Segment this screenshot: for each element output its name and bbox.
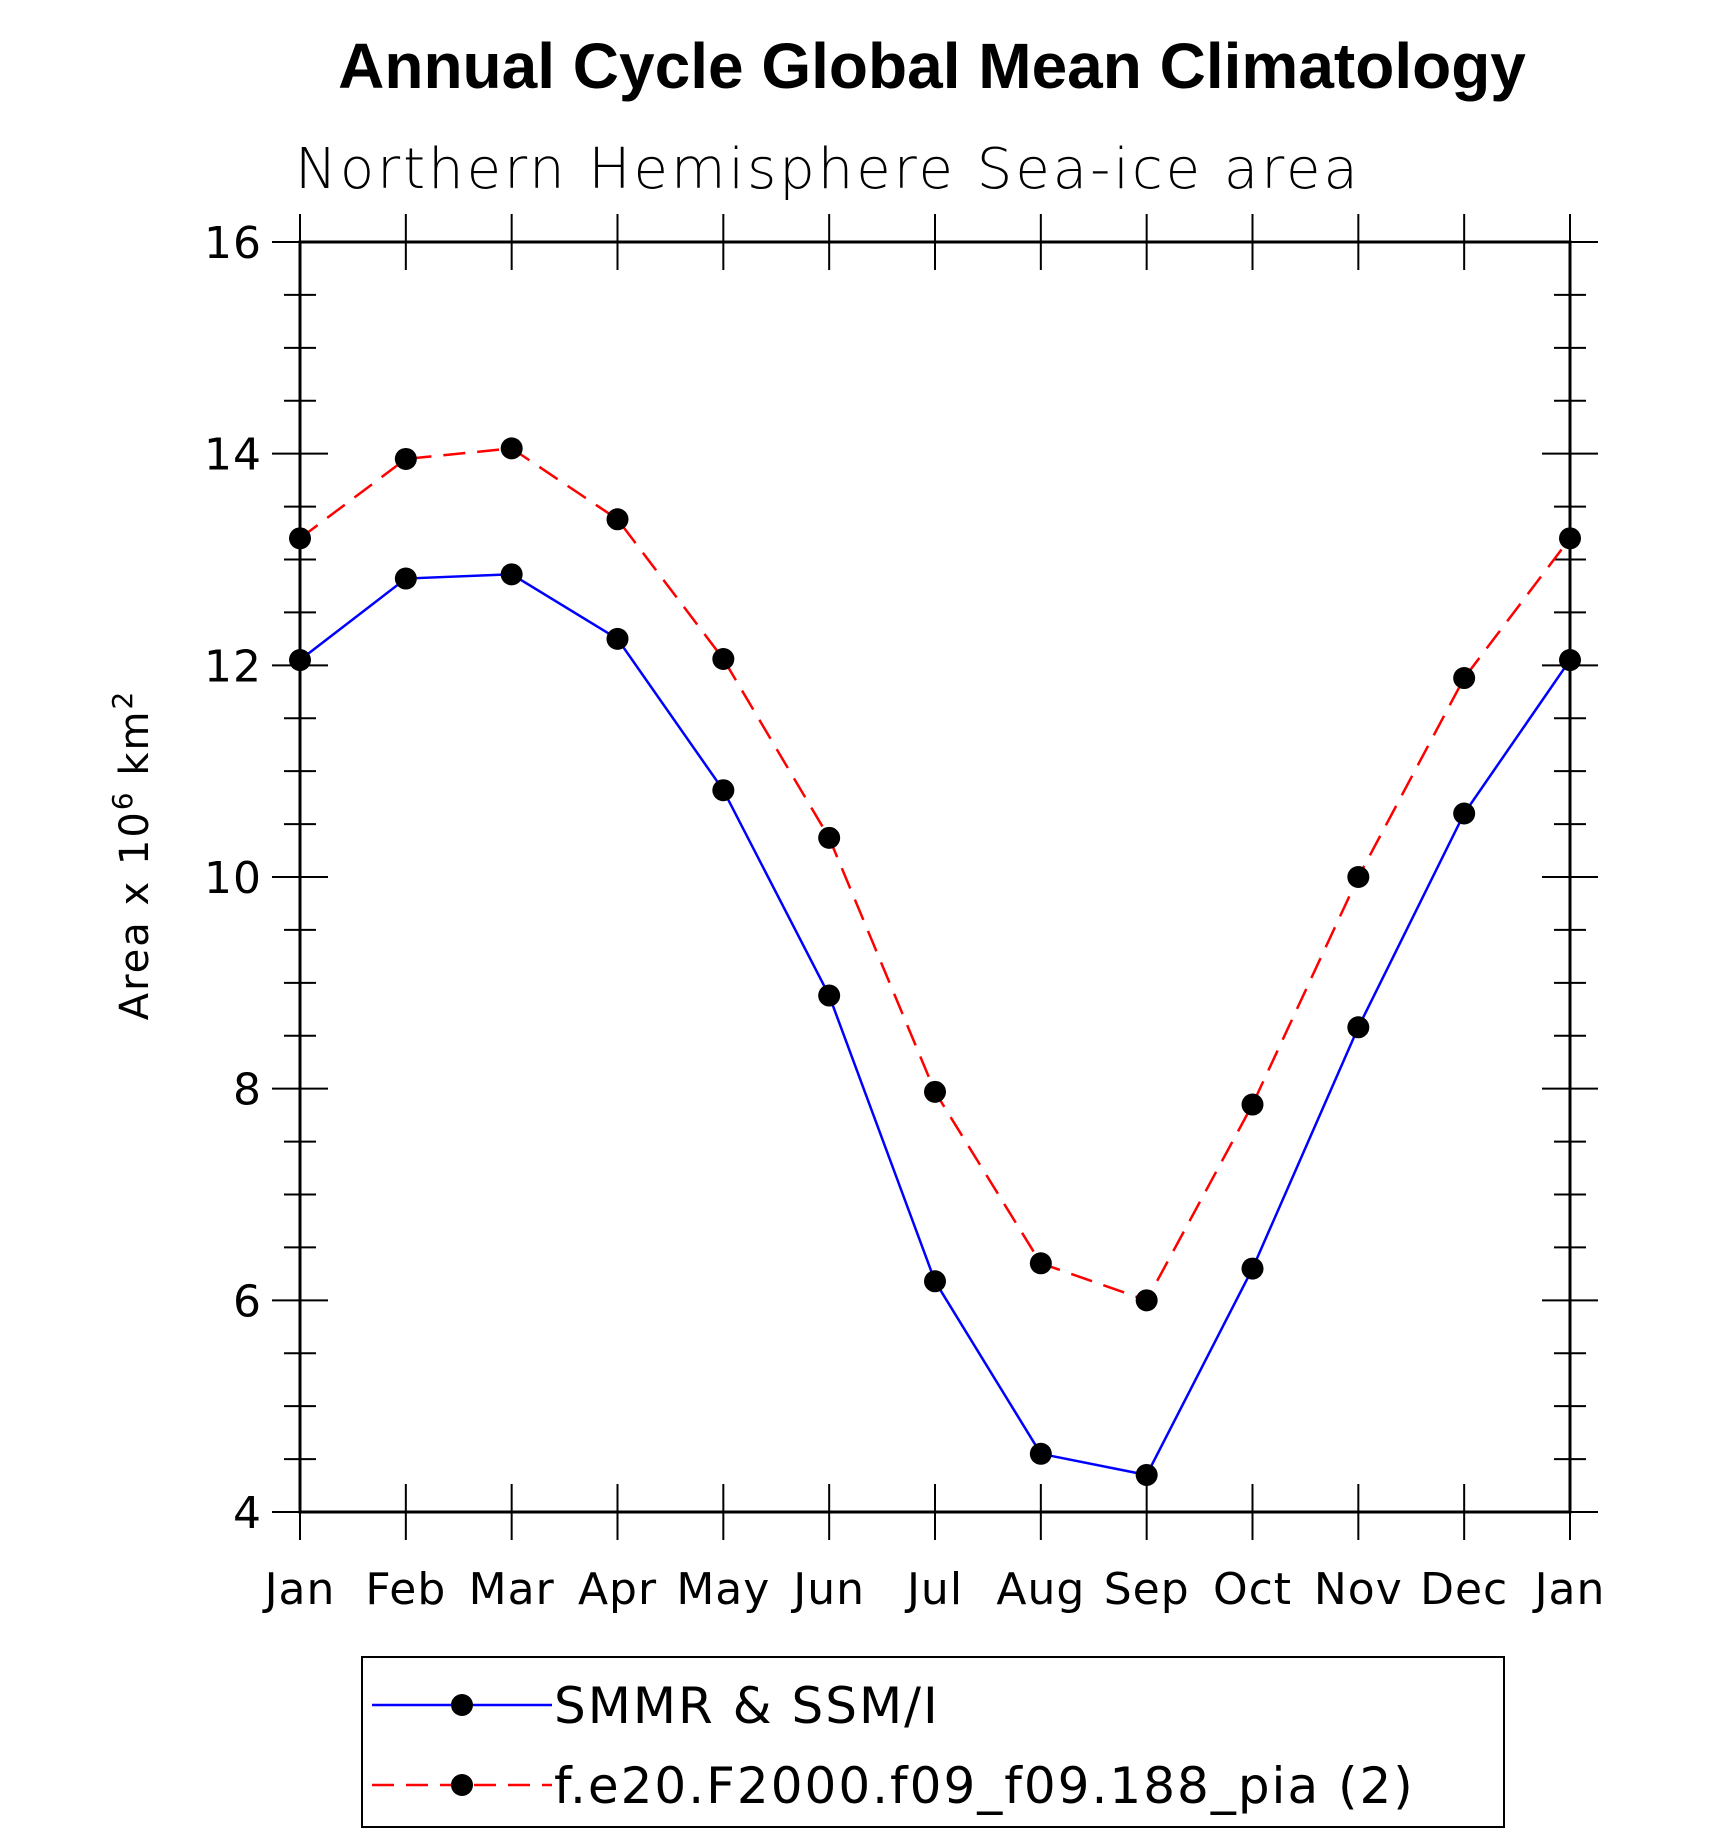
- series-1-point: [1347, 1016, 1370, 1039]
- x-tick-label: Oct: [1213, 1564, 1292, 1615]
- series-2-point: [1453, 667, 1476, 690]
- axis-ticks: [272, 214, 1598, 1540]
- legend: SMMR & SSM/I f.e20.F2000.f09_f09.188_pia …: [361, 1656, 1505, 1828]
- chart-subtitle: Northern Hemisphere Sea-ice area: [295, 137, 1361, 202]
- series-2-point: [606, 508, 629, 531]
- y-tick-labels: 4 6 8 10 12 14 16: [204, 218, 262, 1539]
- y-tick-label: 6: [233, 1276, 262, 1327]
- series-2-point: [394, 447, 417, 470]
- series-2-point: [1559, 527, 1581, 550]
- chart-title: Annual Cycle Global Mean Climatology: [338, 30, 1526, 102]
- legend-marker-2: [451, 1774, 473, 1796]
- series-1-point: [1029, 1442, 1052, 1465]
- series-1-point: [818, 984, 841, 1007]
- series-line-1: [299, 573, 1572, 1477]
- legend-box: [361, 1656, 1505, 1828]
- y-axis-label: Area x 106 km2: [106, 690, 158, 1021]
- series-1-point: [712, 779, 735, 802]
- series-1-point: [1453, 802, 1476, 825]
- x-tick-label: Aug: [996, 1564, 1085, 1615]
- data-series: [289, 437, 1581, 1486]
- series-1-point: [500, 563, 523, 586]
- series-2-point: [289, 527, 311, 550]
- legend-label-1: SMMR & SSM/I: [554, 1677, 940, 1735]
- x-tick-label: Feb: [365, 1564, 446, 1615]
- series-2-point: [1135, 1289, 1158, 1312]
- series-1-point: [606, 627, 629, 650]
- x-tick-label: Mar: [469, 1564, 555, 1615]
- series-1-point: [289, 649, 311, 672]
- x-tick-label: Jan: [1532, 1564, 1606, 1615]
- x-tick-label: Sep: [1104, 1564, 1190, 1615]
- plot-frame: [298, 240, 1572, 1514]
- y-tick-label: 14: [204, 430, 262, 481]
- series-2-point: [1029, 1252, 1052, 1275]
- x-tick-label: Dec: [1420, 1564, 1508, 1615]
- legend-label-2: f.e20.F2000.f09_f09.188_pia (2): [554, 1757, 1415, 1815]
- y-tick-label: 16: [204, 218, 262, 269]
- y-tick-label: 12: [204, 641, 262, 692]
- series-2-point: [924, 1080, 946, 1103]
- x-tick-label: Apr: [578, 1564, 657, 1615]
- y-tick-label: 4: [233, 1488, 262, 1539]
- y-tick-label: 10: [204, 853, 262, 904]
- series-1-point: [1559, 649, 1581, 672]
- x-tick-label: May: [676, 1564, 770, 1615]
- y-tick-label: 8: [233, 1065, 262, 1116]
- series-1-point: [1241, 1257, 1264, 1280]
- legend-items: SMMR & SSM/I f.e20.F2000.f09_f09.188_pia …: [372, 1677, 1415, 1815]
- x-tick-labels: Jan Feb Mar Apr May Jun Jul Aug Sep Oct Nov Dec Jan: [262, 1564, 1606, 1615]
- series-2-point: [500, 437, 523, 460]
- series-2-point: [1347, 866, 1370, 888]
- series-1-point: [1135, 1463, 1158, 1486]
- series-2-point: [818, 826, 841, 849]
- x-tick-label: Jun: [790, 1564, 865, 1615]
- x-tick-label: Nov: [1314, 1564, 1403, 1615]
- series-2-point: [1241, 1093, 1264, 1116]
- x-tick-label: Jan: [262, 1564, 336, 1615]
- series-1-point: [924, 1270, 946, 1293]
- series-2-point: [712, 647, 735, 670]
- x-tick-label: Jul: [904, 1564, 963, 1615]
- series-1-point: [394, 567, 417, 590]
- legend-marker-1: [451, 1694, 473, 1716]
